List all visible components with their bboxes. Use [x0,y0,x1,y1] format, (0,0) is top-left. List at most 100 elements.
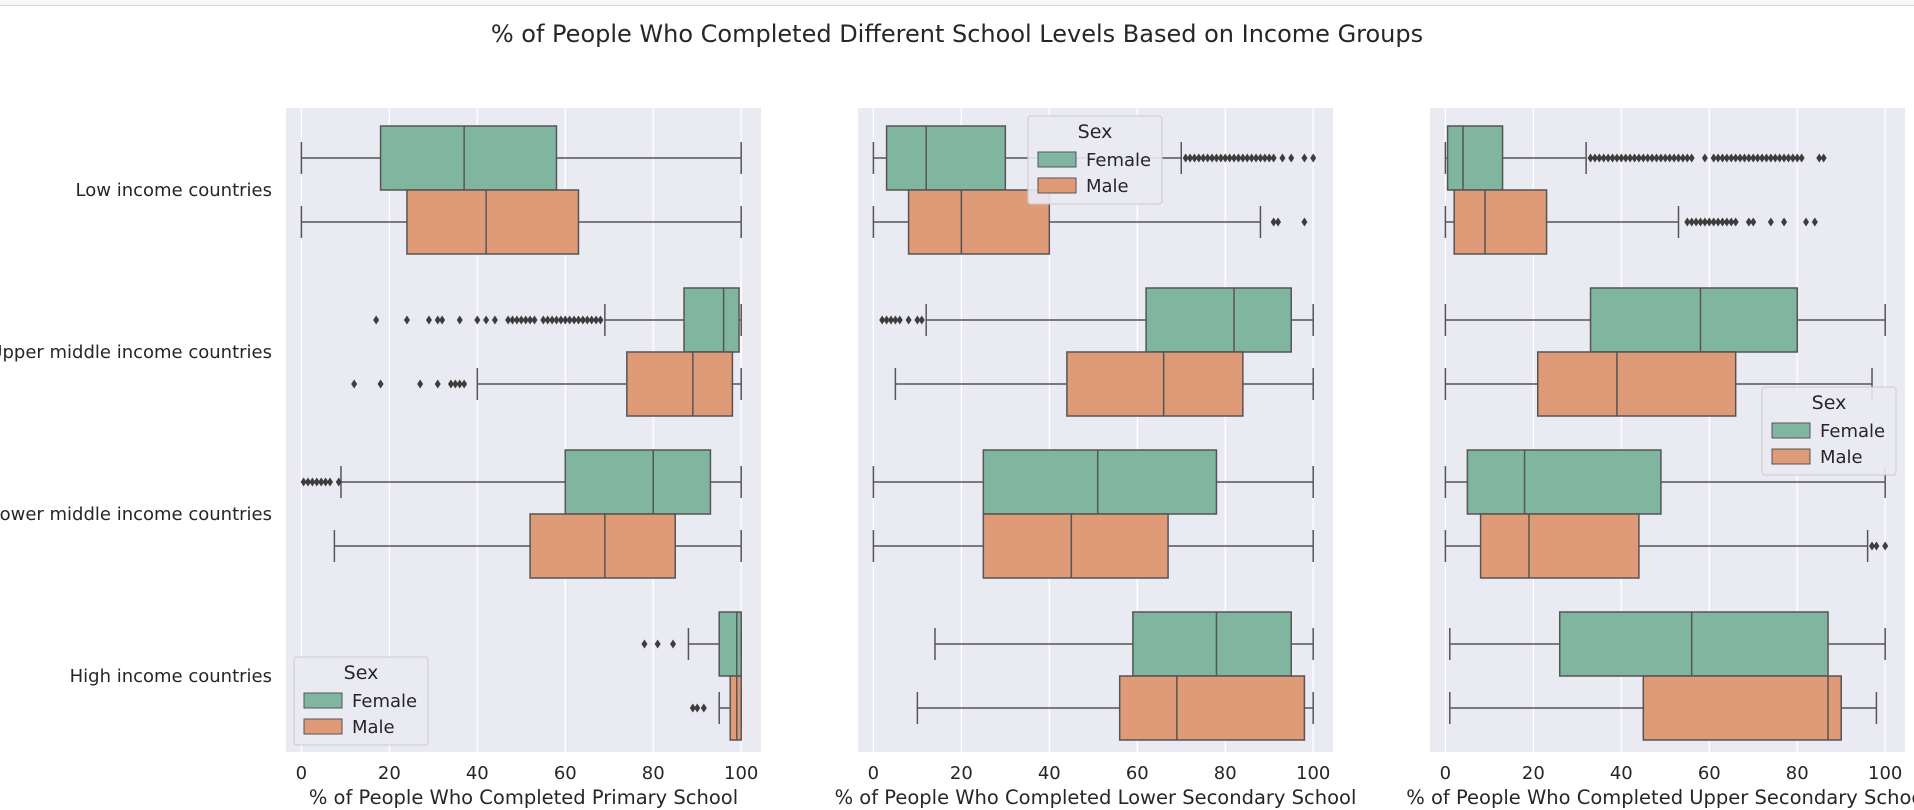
outlier-point [588,315,595,325]
box-female-3 [300,449,742,515]
outlier-point [571,315,578,325]
box-iqr [1537,351,1737,417]
box-male-3 [1444,513,1889,579]
legend-swatch-male [1037,177,1077,194]
outlier-point [335,477,342,487]
outlier-point [1618,153,1625,163]
outlier-point [1266,153,1273,163]
outlier-point [1803,217,1810,227]
box-male-1 [300,189,742,255]
outlier-point [313,477,320,487]
outlier-point [887,315,894,325]
box-iqr [1066,351,1244,417]
box-iqr [1118,675,1306,741]
box-iqr [564,449,712,515]
box-female-2 [879,287,1314,353]
box-iqr [1446,125,1504,191]
outlier-point [1776,153,1783,163]
outlier-point [461,379,468,389]
outlier-point [584,315,591,325]
x-axis-label: % of People Who Completed Lower Secondar… [835,786,1357,809]
outlier-point [1301,217,1308,227]
outlier-point [1869,541,1876,551]
outlier-point [1710,217,1717,227]
outlier-point [1732,217,1739,227]
box-male-2 [1444,351,1873,417]
x-tick-label: 40 [1610,763,1633,784]
outlier-point [513,315,520,325]
outlier-point [1679,153,1686,163]
outlier-point [1688,217,1695,227]
outlier-point [575,315,582,325]
box-iqr [683,287,740,353]
x-tick-label: 80 [1786,763,1809,784]
outlier-point [1719,153,1726,163]
outlier-point [1697,217,1704,227]
outlier-point [1200,153,1207,163]
outlier-point [670,639,677,649]
box-iqr [379,125,558,191]
box-iqr [982,449,1218,515]
box-male-4 [1449,675,1878,741]
outlier-point [1235,153,1242,163]
outlier-point [1781,153,1788,163]
box-iqr [907,189,1051,255]
x-tick-label: 40 [466,763,489,784]
outlier-point [518,315,525,325]
box-female-3 [872,449,1314,515]
outlier-point [531,315,538,325]
box-male-1 [872,189,1308,255]
box-female-4 [641,611,742,677]
outlier-point [527,315,534,325]
outlier-point [641,639,648,649]
outlier-point [304,477,311,487]
box-iqr [1642,675,1842,741]
outlier-point [1640,153,1647,163]
outlier-point [1596,153,1603,163]
outlier-point [1600,153,1607,163]
outlier-point [1719,217,1726,227]
x-tick-label: 60 [1126,763,1149,784]
outlier-point [491,315,498,325]
box-female-1 [1444,125,1827,191]
box-iqr [1466,449,1662,515]
outlier-point [1715,217,1722,227]
outlier-point [1644,153,1651,163]
outlier-point [1723,153,1730,163]
outlier-point [309,477,316,487]
outlier-point [1728,217,1735,227]
box-male-3 [333,513,742,579]
outlier-point [434,379,441,389]
outlier-point [322,477,329,487]
outlier-point [1248,153,1255,163]
outlier-point [1662,153,1669,163]
outlier-point [918,315,925,325]
outlier-point [447,379,454,389]
outlier-point [1301,153,1308,163]
legend: Sex Female Male [293,656,429,746]
outlier-point [456,379,463,389]
outlier-point [1750,153,1757,163]
outlier-point [1688,153,1695,163]
x-axis-label: % of People Who Completed Primary School [309,786,738,809]
box-male-1 [1444,189,1818,255]
y-tick-label: Upper middle income countries [0,342,272,363]
box-iqr [729,675,742,741]
outlier-point [579,315,586,325]
x-tick-label: 0 [296,763,307,784]
outlier-point [1873,541,1880,551]
legend: Sex Female Male [1761,386,1897,476]
outlier-point [1701,217,1708,227]
outlier-point [1213,153,1220,163]
outlier-point [557,315,564,325]
outlier-point [1759,153,1766,163]
y-tick-label: Lower middle income countries [0,504,272,525]
outlier-point [483,315,490,325]
outlier-point [1187,153,1194,163]
outlier-point [1745,217,1752,227]
y-tick-label: Low income countries [76,180,272,201]
outlier-point [1706,217,1713,227]
outlier-point [1288,153,1295,163]
legend-swatch-female [1037,151,1077,168]
outlier-point [456,315,463,325]
